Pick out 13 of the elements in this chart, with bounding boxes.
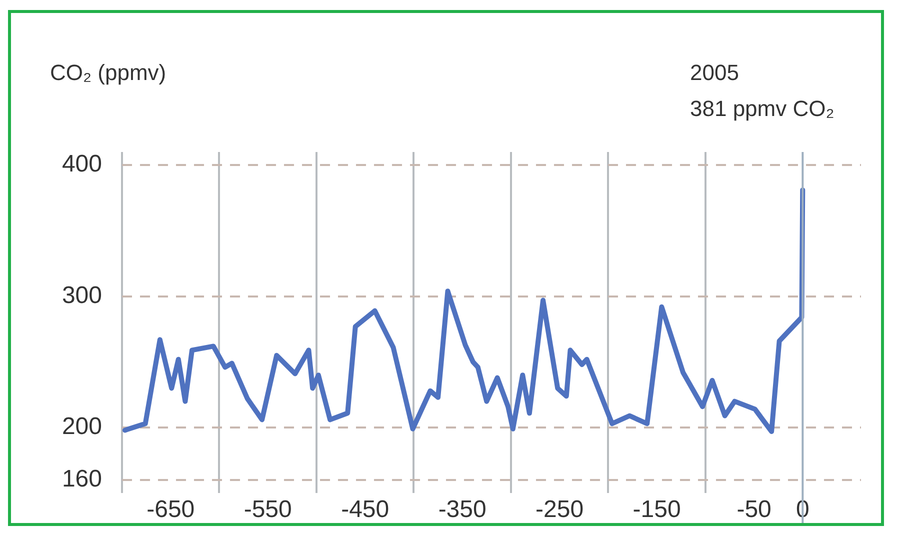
x-tick-label: -650 [146, 496, 195, 524]
x-tick-label: -350 [438, 496, 486, 524]
x-tick-label: -450 [341, 496, 390, 524]
y-tick-label: 200 [62, 413, 102, 440]
y-axis-title: CO₂ (ppmv) [50, 60, 166, 85]
text: 2005 381 ppmv CO₂ [690, 60, 834, 121]
x-tick-label: -550 [244, 496, 292, 524]
x-tick-label: -50 [736, 496, 772, 524]
y-tick-label: 400 [62, 150, 102, 178]
x-tick-label: -150 [632, 496, 681, 524]
y-tick-label: 160 [62, 466, 102, 493]
x-tick-label: -250 [536, 496, 584, 524]
y-tick-label: 300 [62, 282, 102, 309]
